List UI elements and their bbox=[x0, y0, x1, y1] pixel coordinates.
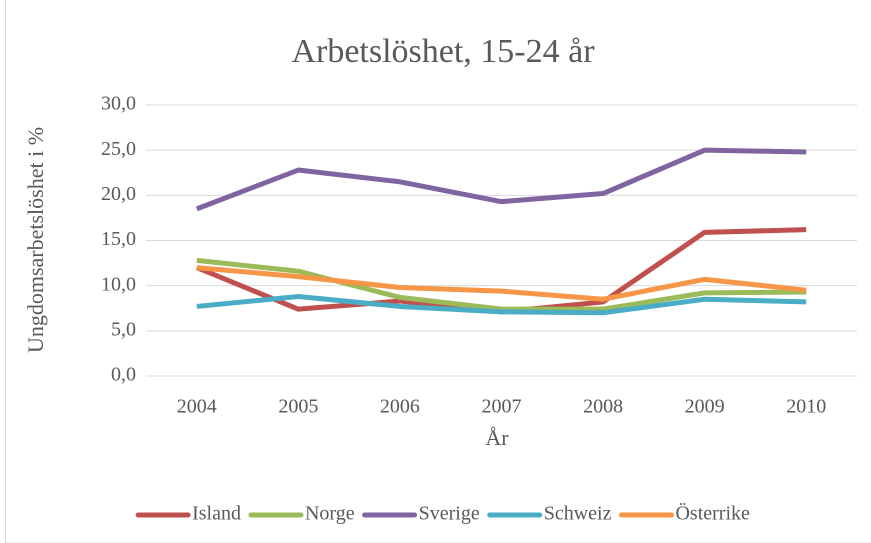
x-tick-label: 2010 bbox=[786, 396, 826, 418]
y-tick-label: 0,0 bbox=[111, 364, 136, 386]
y-tick-label: 20,0 bbox=[101, 183, 136, 205]
series-line bbox=[196, 265, 807, 302]
legend-label: Norge bbox=[305, 503, 355, 525]
y-axis-label: Ungdomsarbetslöshet i % bbox=[23, 127, 48, 353]
y-tick-label: 15,0 bbox=[101, 228, 136, 250]
legend-label: Schweiz bbox=[544, 503, 612, 525]
legend-label: Island bbox=[192, 503, 241, 525]
x-tick-label: 2008 bbox=[583, 396, 623, 418]
x-tick-label: 2005 bbox=[278, 396, 318, 418]
y-tick-label: 10,0 bbox=[101, 273, 136, 295]
chart-title: Arbetslöshet, 15-24 år bbox=[291, 33, 595, 70]
series-line bbox=[195, 147, 807, 212]
x-axis-label: År bbox=[485, 425, 509, 450]
y-tick-label: 5,0 bbox=[111, 318, 136, 340]
x-tick-label: 2009 bbox=[685, 396, 725, 418]
chart-frame bbox=[5, 0, 871, 543]
legend-label: Sverige bbox=[419, 503, 480, 525]
series-line bbox=[196, 294, 807, 316]
x-tick-label: 2007 bbox=[482, 396, 522, 418]
y-tick-label: 30,0 bbox=[101, 93, 136, 115]
series-line bbox=[196, 257, 807, 312]
y-tick-label: 25,0 bbox=[101, 138, 136, 160]
legend-label: Österrike bbox=[675, 502, 750, 525]
x-tick-label: 2004 bbox=[177, 396, 217, 418]
x-tick-label: 2006 bbox=[380, 396, 420, 418]
